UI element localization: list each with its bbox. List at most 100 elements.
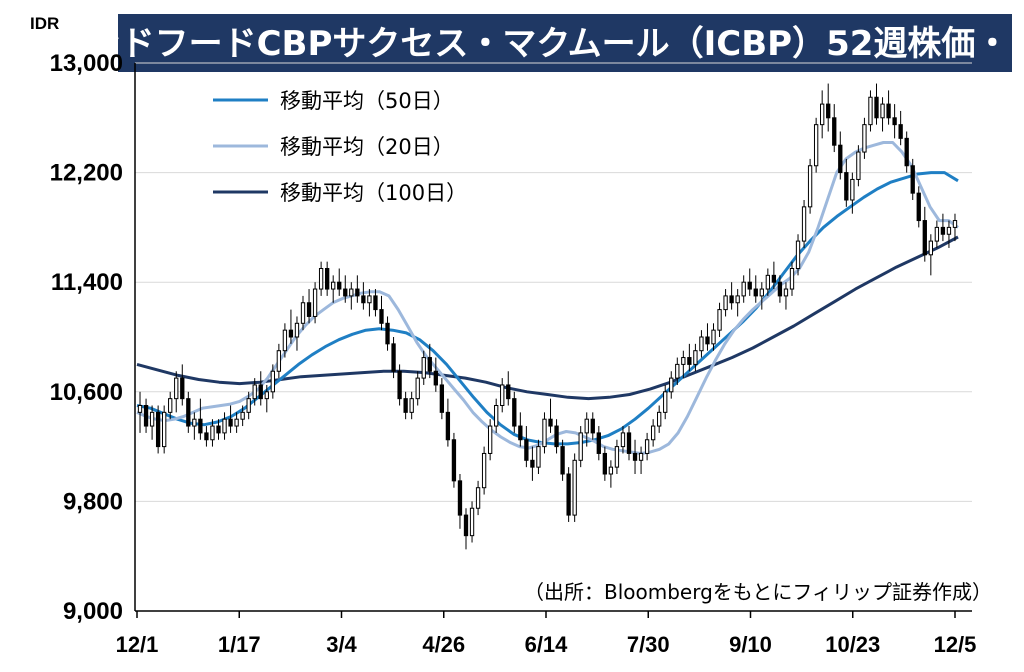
candle bbox=[240, 405, 245, 427]
candle-body bbox=[946, 226, 952, 235]
candle bbox=[210, 419, 215, 447]
candle-body bbox=[409, 398, 414, 413]
candle bbox=[331, 275, 336, 303]
candle bbox=[783, 282, 789, 310]
candle bbox=[928, 234, 933, 276]
candle bbox=[826, 83, 831, 132]
candle-body bbox=[922, 220, 927, 256]
candle bbox=[536, 439, 541, 474]
candle-body bbox=[373, 295, 378, 311]
candle bbox=[512, 391, 517, 433]
candle bbox=[294, 316, 300, 351]
candle-body bbox=[548, 418, 553, 427]
axes bbox=[134, 63, 972, 618]
candle bbox=[657, 405, 662, 433]
candle-body bbox=[699, 336, 704, 352]
candle bbox=[337, 268, 342, 296]
candle bbox=[216, 419, 221, 440]
candle bbox=[602, 446, 608, 481]
candlesticks bbox=[137, 83, 958, 550]
candle-body bbox=[868, 96, 873, 126]
candle bbox=[916, 186, 921, 228]
candle-body bbox=[874, 96, 879, 119]
candle-body bbox=[487, 425, 493, 454]
candle bbox=[204, 426, 209, 447]
y-tick-label: 12,200 bbox=[50, 160, 123, 187]
candle-body bbox=[445, 411, 451, 441]
candle bbox=[487, 419, 493, 461]
candle bbox=[318, 261, 324, 296]
candle bbox=[952, 213, 958, 242]
candle bbox=[807, 158, 813, 214]
x-tick-label: 6/14 bbox=[525, 632, 569, 657]
candle-body bbox=[367, 295, 372, 304]
candle-body bbox=[554, 425, 559, 448]
candle-body bbox=[300, 302, 306, 324]
candle-body bbox=[512, 398, 517, 427]
candle bbox=[946, 220, 952, 248]
candle-body bbox=[735, 295, 740, 304]
candle bbox=[771, 261, 777, 290]
candle-body bbox=[759, 288, 764, 297]
candle bbox=[904, 131, 909, 173]
candle-body bbox=[421, 357, 426, 379]
candle bbox=[168, 391, 173, 420]
candle bbox=[306, 289, 312, 324]
candle-body bbox=[246, 398, 251, 413]
candle bbox=[469, 501, 475, 543]
candle-body bbox=[168, 398, 173, 413]
y-tick-label: 9,800 bbox=[63, 488, 123, 515]
candle-body bbox=[240, 411, 245, 420]
candle-body bbox=[439, 384, 445, 413]
candle-body bbox=[174, 377, 179, 400]
candle-body bbox=[705, 336, 710, 345]
candle bbox=[421, 350, 426, 385]
candle bbox=[433, 357, 438, 392]
candle bbox=[584, 412, 589, 447]
candle-body bbox=[343, 288, 348, 297]
candle-body bbox=[349, 288, 354, 297]
candle bbox=[481, 446, 487, 495]
candle bbox=[282, 323, 288, 358]
candle-body bbox=[783, 288, 789, 297]
candle-body bbox=[451, 439, 457, 482]
x-tick-label: 7/30 bbox=[627, 632, 670, 657]
candle-body bbox=[626, 432, 632, 454]
candle bbox=[922, 206, 927, 262]
candle-body bbox=[397, 370, 402, 400]
candle-body bbox=[469, 507, 475, 537]
candle-body bbox=[542, 418, 547, 448]
candle bbox=[850, 172, 855, 214]
candle-body bbox=[832, 117, 837, 146]
candle-body bbox=[608, 466, 614, 475]
candle bbox=[270, 364, 275, 399]
candle-body bbox=[475, 487, 481, 509]
candle-body bbox=[934, 226, 940, 242]
candle bbox=[844, 158, 849, 207]
candle bbox=[838, 131, 843, 180]
candle bbox=[186, 391, 191, 433]
candle-body bbox=[481, 452, 487, 489]
candle bbox=[650, 419, 656, 447]
candle bbox=[868, 90, 873, 132]
candle-body bbox=[524, 439, 529, 461]
candle-body bbox=[644, 439, 650, 454]
candle bbox=[820, 90, 825, 139]
y-tick-label: 13,000 bbox=[50, 50, 123, 77]
candle-body bbox=[155, 411, 161, 448]
candle bbox=[735, 289, 740, 317]
candle bbox=[578, 426, 583, 468]
candle bbox=[373, 289, 378, 317]
x-tick-label: 3/4 bbox=[326, 632, 357, 657]
candle bbox=[675, 357, 680, 385]
candle-body bbox=[312, 288, 318, 317]
candle bbox=[638, 446, 644, 474]
candle bbox=[862, 117, 867, 159]
candle-body bbox=[862, 124, 867, 153]
y-tick-label: 10,600 bbox=[50, 379, 123, 406]
x-tick-label: 9/10 bbox=[729, 632, 772, 657]
candle bbox=[500, 378, 505, 413]
candle bbox=[789, 261, 795, 296]
candle-body bbox=[614, 446, 620, 468]
